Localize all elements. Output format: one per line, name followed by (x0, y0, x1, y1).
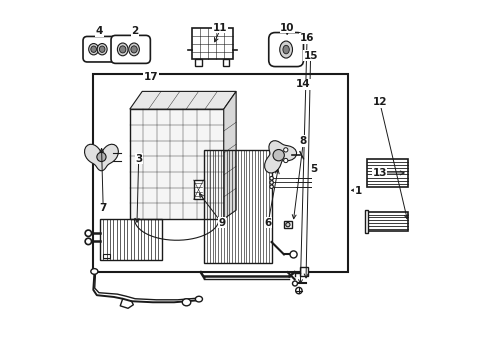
Text: 17: 17 (144, 72, 158, 82)
Text: 10: 10 (280, 23, 295, 33)
Ellipse shape (284, 148, 288, 152)
Bar (99, 219, 162, 260)
Bar (130, 109, 224, 219)
Text: 8: 8 (300, 136, 307, 146)
Text: 3: 3 (135, 154, 142, 164)
Bar (103, 254, 110, 258)
Ellipse shape (196, 296, 202, 302)
Ellipse shape (270, 185, 273, 189)
Bar (300, 267, 308, 276)
Text: 4: 4 (96, 26, 103, 36)
Text: 6: 6 (265, 217, 271, 228)
Text: 5: 5 (311, 165, 318, 174)
Ellipse shape (91, 269, 98, 274)
Polygon shape (224, 91, 236, 219)
Ellipse shape (91, 46, 97, 53)
Ellipse shape (280, 41, 293, 58)
Ellipse shape (295, 287, 302, 294)
Ellipse shape (286, 222, 290, 227)
Text: 11: 11 (213, 23, 227, 33)
Ellipse shape (293, 281, 297, 286)
Polygon shape (85, 144, 119, 171)
Bar (284, 221, 292, 228)
Bar (93, 74, 348, 272)
Bar (192, 28, 233, 59)
Bar (196, 59, 202, 66)
Polygon shape (265, 141, 296, 173)
Text: 14: 14 (296, 79, 311, 89)
Text: 15: 15 (303, 51, 318, 61)
Ellipse shape (120, 46, 126, 53)
FancyBboxPatch shape (83, 36, 116, 62)
Ellipse shape (118, 43, 128, 56)
Ellipse shape (85, 238, 92, 244)
Bar (368, 159, 408, 187)
Ellipse shape (182, 299, 191, 306)
Bar (204, 150, 271, 263)
Text: 9: 9 (219, 217, 225, 228)
FancyBboxPatch shape (269, 32, 303, 67)
Text: 13: 13 (372, 168, 387, 178)
Text: 12: 12 (372, 97, 387, 107)
Ellipse shape (99, 46, 105, 53)
Bar (365, 210, 368, 233)
Ellipse shape (129, 43, 139, 56)
Text: 7: 7 (99, 203, 107, 213)
Text: 16: 16 (300, 33, 314, 43)
Ellipse shape (270, 181, 273, 184)
Ellipse shape (283, 45, 289, 54)
Ellipse shape (284, 158, 288, 163)
Ellipse shape (270, 176, 273, 180)
Text: 1: 1 (355, 186, 362, 195)
Ellipse shape (290, 251, 297, 258)
Ellipse shape (89, 44, 98, 55)
FancyBboxPatch shape (111, 35, 150, 63)
Ellipse shape (97, 152, 106, 162)
Ellipse shape (85, 230, 92, 237)
Bar (194, 180, 203, 199)
Ellipse shape (97, 44, 107, 55)
Bar (368, 212, 408, 231)
Ellipse shape (131, 46, 137, 53)
Polygon shape (130, 91, 236, 109)
Text: 2: 2 (131, 26, 139, 36)
Ellipse shape (273, 149, 284, 161)
Bar (222, 59, 229, 66)
